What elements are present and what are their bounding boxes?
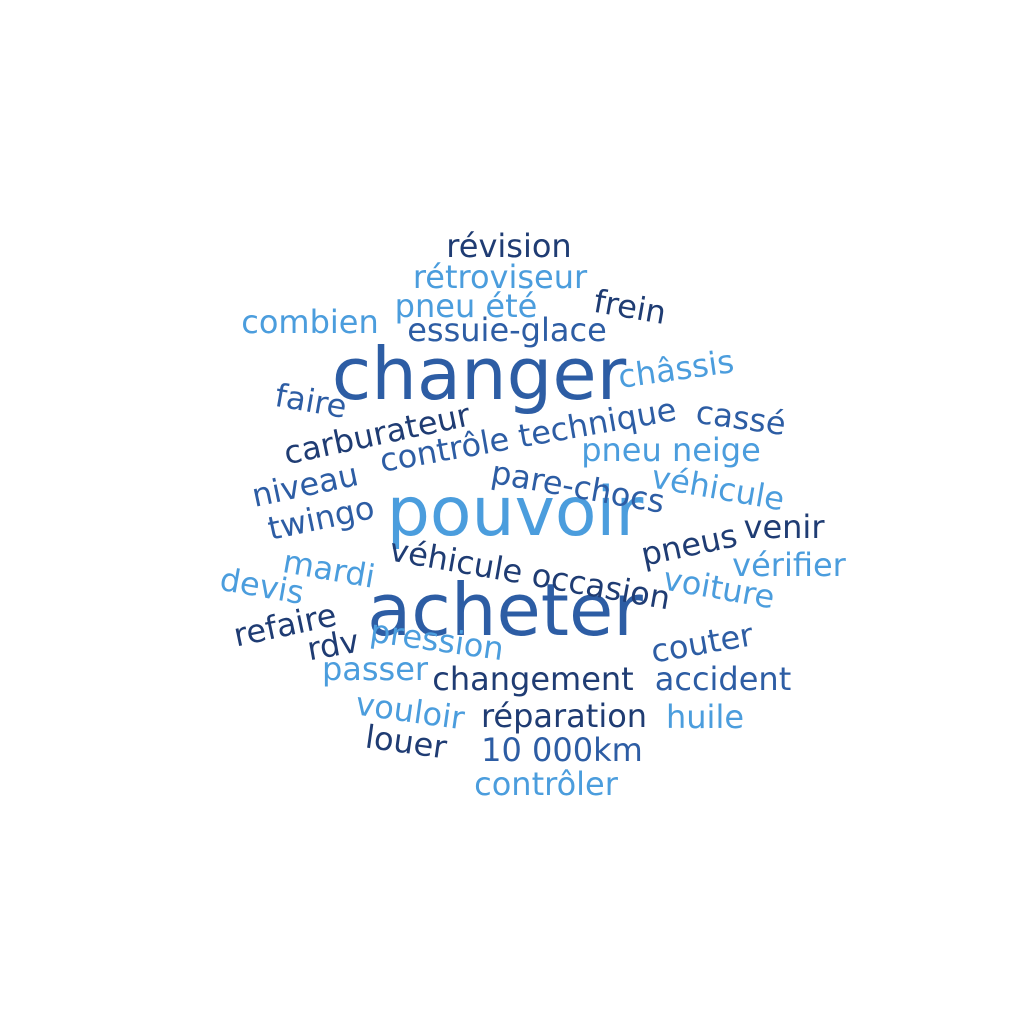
word-chassis: châssis bbox=[615, 342, 737, 396]
word-passer: passer bbox=[321, 650, 429, 688]
word-controler: contrôler bbox=[474, 765, 618, 803]
word-pneu-neige: pneu neige bbox=[581, 431, 761, 469]
word-acheter: acheter bbox=[367, 568, 643, 652]
word-10000km: 10 000km bbox=[481, 731, 643, 769]
word-pouvoir: pouvoir bbox=[386, 473, 644, 552]
word-reparation: réparation bbox=[480, 697, 648, 735]
word-faire: faire bbox=[272, 376, 350, 426]
word-huile: huile bbox=[665, 698, 745, 736]
word-retroviseur: rétroviseur bbox=[412, 258, 588, 296]
word-verifier: vérifier bbox=[732, 546, 846, 584]
word-changement: changement bbox=[432, 660, 634, 698]
word-essuie-glace: essuie-glace bbox=[407, 311, 607, 349]
word-accident: accident bbox=[654, 660, 792, 698]
word-pneu-ete: pneu été bbox=[394, 287, 538, 325]
word-combien: combien bbox=[241, 303, 379, 341]
word-changer: changer bbox=[331, 332, 627, 416]
word-louer: louer bbox=[362, 717, 450, 767]
word-revision: révision bbox=[446, 227, 572, 265]
word-venir: venir bbox=[743, 508, 825, 546]
